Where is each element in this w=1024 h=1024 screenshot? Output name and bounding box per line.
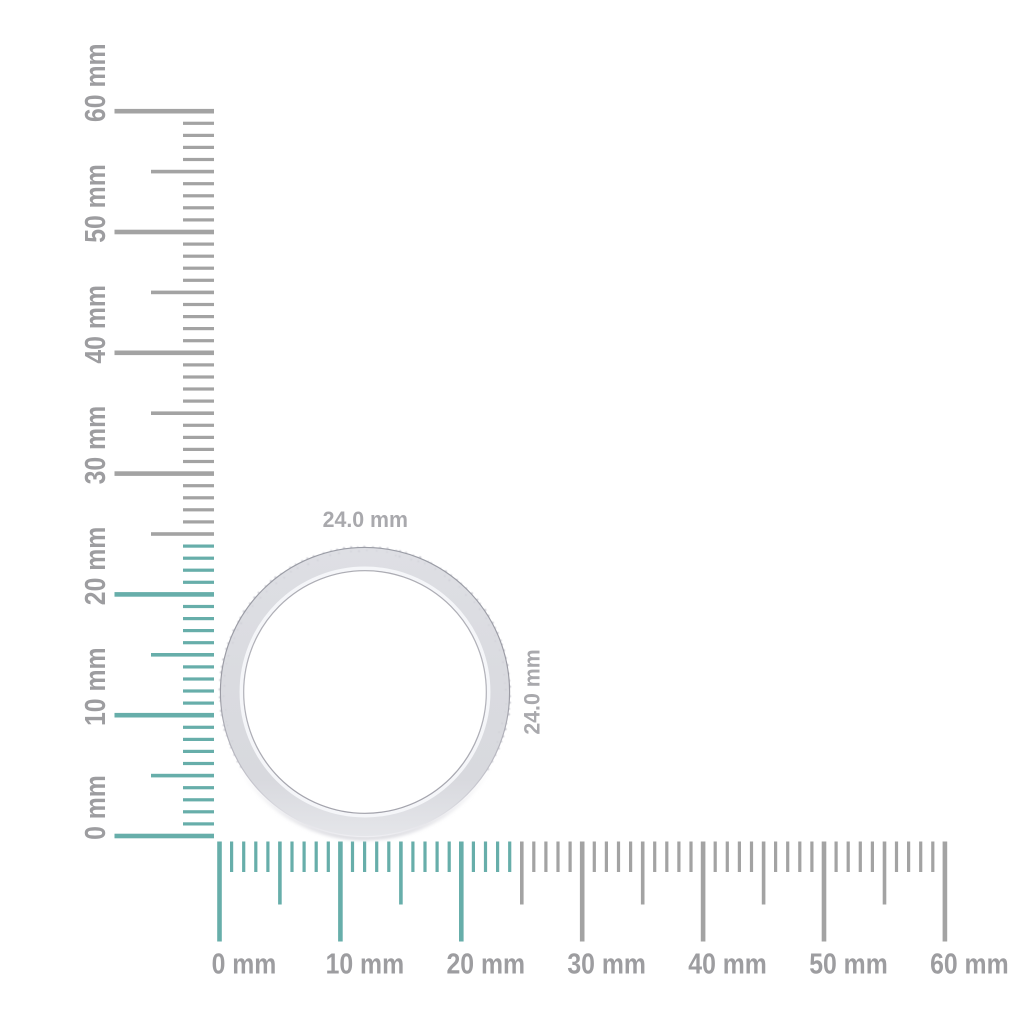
svg-text:30 mm: 30 mm xyxy=(567,948,646,980)
svg-text:24.0 mm: 24.0 mm xyxy=(519,649,544,734)
svg-text:20 mm: 20 mm xyxy=(79,527,111,606)
svg-text:40 mm: 40 mm xyxy=(688,948,767,980)
svg-text:24.0 mm: 24.0 mm xyxy=(323,507,408,532)
svg-text:20 mm: 20 mm xyxy=(447,948,526,980)
svg-text:0 mm: 0 mm xyxy=(212,948,277,980)
svg-text:10 mm: 10 mm xyxy=(326,948,405,980)
svg-text:10 mm: 10 mm xyxy=(79,647,111,726)
svg-text:30 mm: 30 mm xyxy=(79,406,111,485)
svg-text:50 mm: 50 mm xyxy=(79,164,111,243)
svg-text:50 mm: 50 mm xyxy=(809,948,888,980)
svg-text:40 mm: 40 mm xyxy=(79,285,111,364)
svg-text:60 mm: 60 mm xyxy=(930,948,1009,980)
svg-text:0 mm: 0 mm xyxy=(79,775,111,840)
svg-text:60 mm: 60 mm xyxy=(79,43,111,122)
